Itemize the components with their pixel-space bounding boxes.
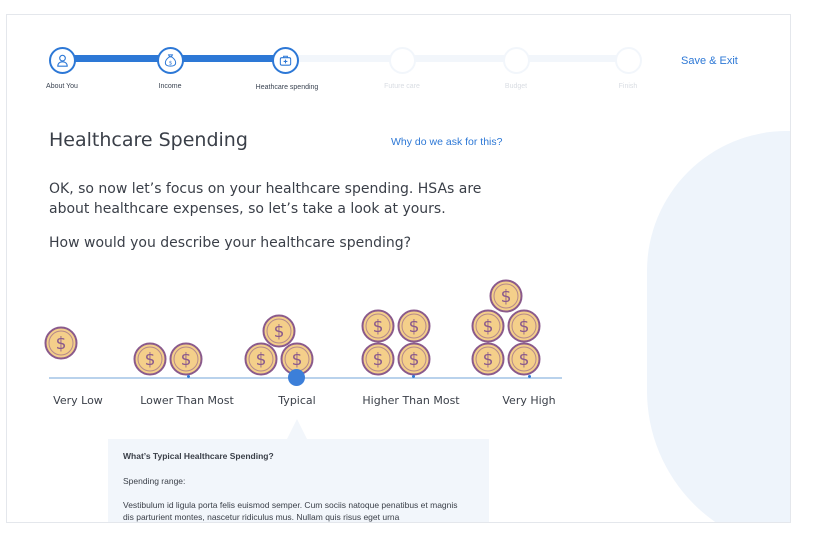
save-exit-link[interactable]: Save & Exit [681,55,738,67]
coin-icon: $ [361,309,395,343]
option-lower-than-most[interactable]: Lower Than Most [140,394,234,407]
coin-icon: $ [507,309,541,343]
background-shape [647,131,790,522]
typical-spending-tooltip: What’s Typical Healthcare Spending? Spen… [108,439,489,522]
why-ask-link[interactable]: Why do we ask for this? [391,136,503,148]
svg-text:$: $ [519,317,530,337]
option-higher-than-most[interactable]: Higher Than Most [362,394,460,407]
coin-icon: $ [280,342,314,376]
step-label-income: Income [158,83,182,90]
coin-icon: $ [397,309,431,343]
question-text: How would you describe your healthcare s… [49,235,412,251]
svg-text:$: $ [145,350,156,370]
svg-text:$: $ [292,350,303,370]
coin-icon: $ [262,314,296,348]
step-healthcare-spending[interactable] [272,47,299,74]
scale-tick-higher[interactable] [412,375,415,378]
svg-text:$: $ [256,350,267,370]
svg-text:$: $ [501,287,512,307]
tooltip-title: What’s Typical Healthcare Spending? [123,451,274,461]
coin-icon: $ [489,279,523,313]
coin-icon: $ [471,309,505,343]
progress-stepper: $ About You Income Heathcare spending Fu… [7,15,790,105]
step-budget[interactable] [503,47,530,74]
medical-kit-icon [279,55,292,66]
step-label-about-you: About You [46,83,78,90]
step-income[interactable]: $ [157,47,184,74]
coin-icon: $ [397,342,431,376]
svg-text:$: $ [519,350,530,370]
tooltip-arrow [287,419,307,439]
svg-text:$: $ [169,60,173,66]
person-icon [57,54,68,67]
step-label-finish: Finish [618,83,638,90]
svg-text:$: $ [373,317,384,337]
intro-text: OK, so now let’s focus on your healthcar… [49,181,482,217]
tooltip-range-label: Spending range: [123,476,186,486]
svg-text:$: $ [274,322,285,342]
progress-track [62,55,627,62]
spending-scale-track[interactable] [49,377,562,379]
option-typical[interactable]: Typical [278,394,316,407]
coin-icon: $ [169,342,203,376]
step-label-healthcare-spending: Heathcare spending [255,84,319,91]
svg-text:$: $ [409,317,420,337]
page-title: Healthcare Spending [49,129,248,151]
step-finish[interactable] [615,47,642,74]
svg-text:$: $ [181,350,192,370]
step-future-care[interactable] [389,47,416,74]
option-very-low[interactable]: Very Low [53,394,103,407]
coin-icon: $ [361,342,395,376]
step-label-future-care: Future care [384,83,420,90]
coin-icon: $ [507,342,541,376]
scale-tick-very-high[interactable] [528,375,531,378]
svg-text:$: $ [483,350,494,370]
svg-text:$: $ [409,350,420,370]
step-about-you[interactable] [49,47,76,74]
coin-icon: $ [133,342,167,376]
svg-text:$: $ [373,350,384,370]
step-label-budget: Budget [504,83,528,90]
scale-slider-handle[interactable] [288,369,305,386]
coin-icon: $ [471,342,505,376]
tooltip-body: Vestibulum id ligula porta felis euismod… [123,500,458,522]
wizard-card: $ About You Income Heathcare spending Fu… [6,14,791,523]
coin-icon: $ [244,342,278,376]
money-bag-icon: $ [164,54,177,67]
scale-tick-lower[interactable] [187,375,190,378]
svg-text:$: $ [483,317,494,337]
coin-icon: $ [44,326,78,360]
option-very-high[interactable]: Very High [502,394,556,407]
svg-text:$: $ [56,334,67,354]
